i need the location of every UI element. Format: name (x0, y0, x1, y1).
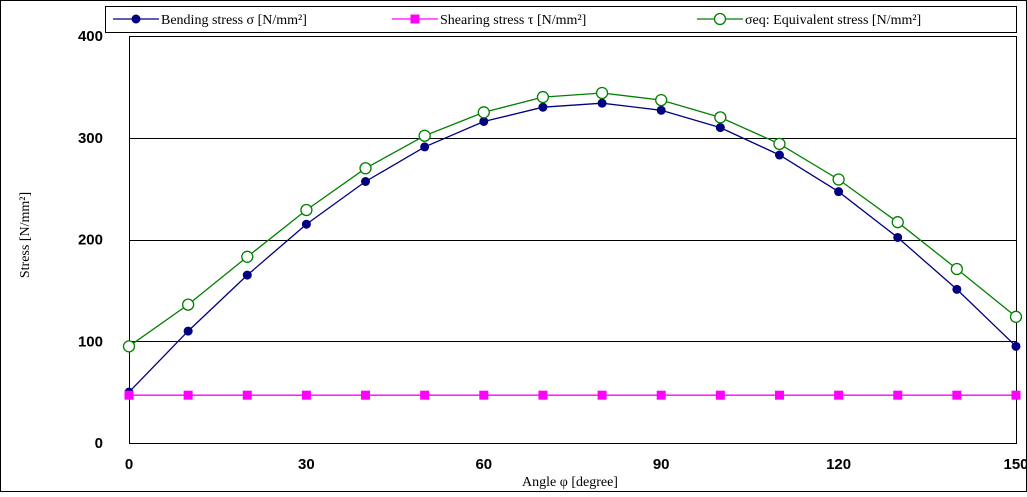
series-2 (122, 86, 1023, 353)
series-0-point (479, 116, 489, 126)
legend-items: Bending stress σ [N/mm²] Shearing stress … (113, 12, 921, 28)
series-0-point (952, 284, 962, 294)
tick-labels: 0 100 200 300 400 0 30 60 90 120 150 (78, 28, 1027, 473)
series-0-point (538, 102, 548, 112)
series-1-point (361, 390, 371, 400)
series-2-point (773, 137, 786, 151)
gridlines (129, 36, 1016, 342)
series-2-point (714, 111, 727, 124)
axes (129, 36, 1017, 444)
series-1-point (479, 390, 489, 400)
series-1-point (301, 390, 311, 400)
legend-marker-0 (131, 14, 141, 24)
series-0 (124, 98, 1021, 397)
legend: Bending stress σ [N/mm²] Shearing stress … (105, 6, 1017, 33)
series-2-point (181, 298, 195, 311)
legend-label-2: σeq: Equivalent stress [N/mm²] (745, 13, 921, 28)
series-2-point (595, 86, 609, 100)
series-2-point (891, 216, 904, 229)
series-0-point (183, 326, 193, 336)
series-1-point (124, 390, 134, 400)
series-2-point (300, 203, 313, 217)
legend-item-2: σeq: Equivalent stress [N/mm²] (697, 12, 921, 28)
legend-box (105, 6, 1017, 33)
series-1-point (1011, 390, 1021, 400)
series-0-point (893, 232, 903, 242)
legend-marker-1 (410, 14, 420, 24)
series-2-point (241, 250, 254, 263)
series-0-point (597, 98, 607, 108)
legend-item-0: Bending stress σ [N/mm²] (113, 13, 307, 28)
series-1 (124, 390, 1021, 400)
x-tick-label-30: 30 (298, 456, 315, 473)
y-tick-label-0: 0 (95, 435, 103, 452)
series-0-point (361, 177, 371, 187)
legend-label-0: Bending stress σ [N/mm²] (161, 13, 307, 28)
legend-marker-2 (713, 12, 727, 26)
series-0-point (420, 142, 430, 152)
series-1-point (420, 390, 430, 400)
series-2-point (655, 93, 668, 107)
series-1-point (597, 390, 607, 400)
series-2-line (128, 92, 1017, 347)
x-axis-label: Angle φ [degree] (522, 475, 618, 490)
series-0-point (774, 150, 784, 160)
series-1-point (242, 390, 252, 400)
series-1-point (183, 390, 193, 400)
x-tick-label-120: 120 (826, 456, 851, 473)
series-1-point (952, 390, 962, 400)
x-tick-label-0: 0 (125, 456, 133, 473)
series-1-point (656, 390, 666, 400)
series-1-point (834, 390, 844, 400)
series-0-point (1011, 341, 1021, 351)
series-layer (122, 86, 1023, 400)
legend-label-1: Shearing stress τ [N/mm²] (440, 13, 586, 28)
series-0-point (242, 270, 252, 280)
series-1-point (715, 390, 725, 400)
series-2-point (418, 129, 431, 142)
x-tick-label-60: 60 (475, 456, 492, 473)
series-2-point (122, 340, 136, 353)
series-2-point (477, 106, 490, 119)
series-0-point (715, 123, 725, 133)
y-tick-label-300: 300 (78, 130, 103, 147)
series-2-point (536, 90, 550, 104)
y-axis-label: Stress [N/mm²] (18, 192, 33, 278)
x-tick-label-90: 90 (653, 456, 670, 473)
series-1-point (893, 390, 903, 400)
series-2-point (1009, 310, 1023, 323)
series-0-point (301, 219, 311, 229)
series-2-point (832, 173, 845, 186)
legend-item-1: Shearing stress τ [N/mm²] (392, 13, 586, 28)
y-tick-label-100: 100 (78, 333, 103, 350)
series-1-point (538, 390, 548, 400)
y-tick-label-400: 400 (78, 28, 103, 45)
series-0-point (834, 187, 844, 197)
series-2-point (950, 262, 964, 276)
x-tick-label-150: 150 (1003, 456, 1027, 473)
series-0-point (656, 105, 666, 115)
series-2-point (359, 162, 372, 175)
series-0-line (128, 102, 1017, 393)
series-1-point (774, 390, 784, 400)
y-tick-label-200: 200 (78, 232, 103, 249)
